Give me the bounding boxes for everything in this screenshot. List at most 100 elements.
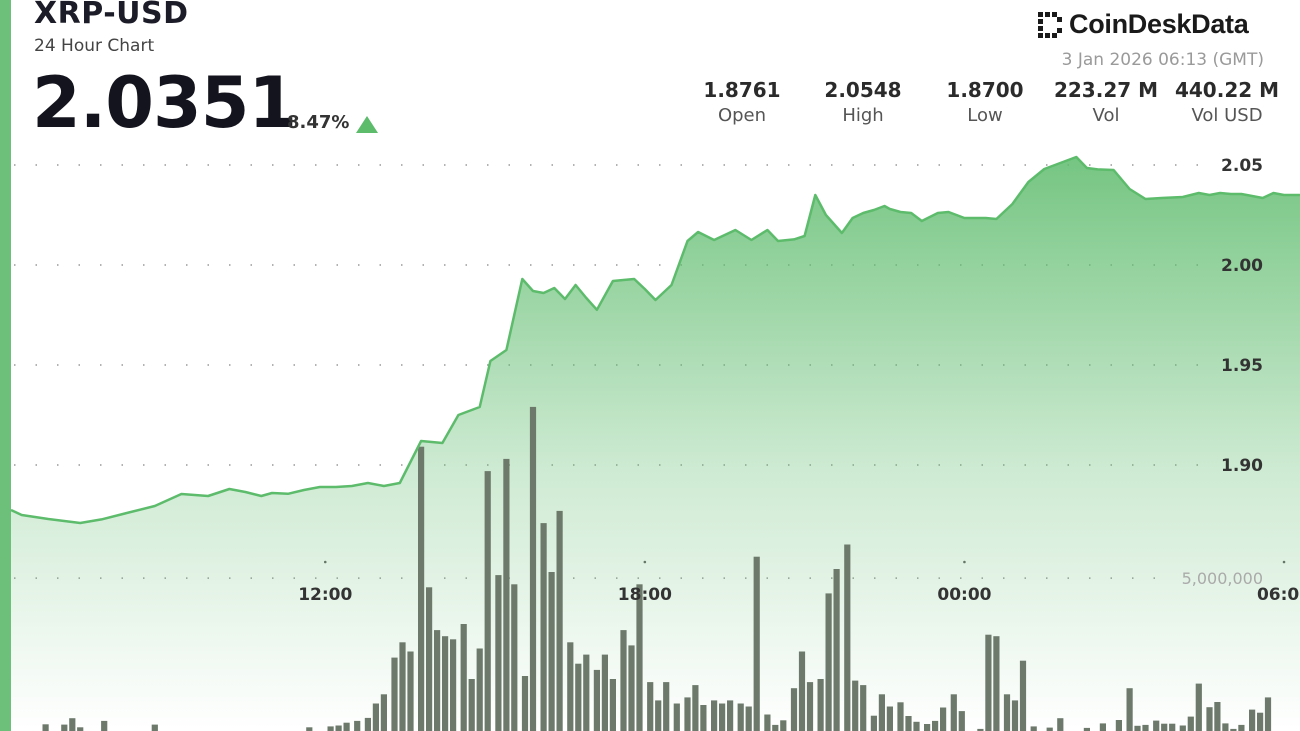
volume-bar: [1206, 707, 1213, 731]
volume-bar: [101, 720, 108, 731]
volume-bar: [476, 648, 483, 731]
volume-bar: [521, 676, 529, 731]
volume-bar: [711, 700, 718, 731]
volume-bar: [628, 645, 635, 731]
x-axis-labels: 12:00 18:00 00:00 06:00: [298, 585, 1300, 605]
volume-bar: [1126, 688, 1133, 731]
coindesk-logo: CoinDeskData: [1035, 6, 1249, 42]
volume-bar: [636, 584, 643, 731]
volume-bar: [495, 575, 502, 731]
volume-bars: [42, 406, 1272, 731]
accent-side-bar: [0, 0, 11, 731]
volume-bar: [1195, 683, 1202, 731]
volume-bar: [700, 705, 707, 731]
volume-bar: [1238, 724, 1245, 731]
volume-bar: [985, 634, 992, 731]
volume-bar: [655, 700, 662, 731]
volume-bar: [426, 587, 433, 731]
volume-bar: [306, 727, 313, 731]
stat-high: 2.0548 High: [803, 78, 923, 126]
volume-bar: [860, 685, 867, 731]
volume-bar: [852, 680, 859, 731]
volume-bar: [354, 720, 361, 731]
volume-bar: [727, 700, 734, 731]
volume-bar: [924, 724, 931, 731]
volume-bar: [833, 569, 840, 731]
timestamp: 3 Jan 2026 06:13 (GMT): [1061, 50, 1264, 70]
volume-bar: [391, 657, 398, 731]
volume-bar: [61, 724, 68, 731]
volume-bar: [548, 572, 555, 731]
y-tick-label: 1.95: [1221, 356, 1263, 376]
x-tick-label: 12:00: [298, 585, 352, 605]
volume-bar: [69, 718, 76, 731]
stat-low: 1.8700 Low: [925, 78, 1045, 126]
volume-bar: [1222, 723, 1229, 731]
volume-bar: [540, 523, 547, 731]
volume-bar: [407, 651, 414, 731]
volume-bar: [335, 725, 342, 731]
volume-bar: [780, 720, 787, 731]
price-area-fill: [11, 157, 1300, 731]
price-line: [10, 155, 1300, 525]
stat-open-label: Open: [717, 105, 767, 126]
volume-bar: [825, 593, 832, 731]
volume-bar: [1230, 728, 1237, 731]
current-price: 2.0351: [32, 62, 297, 144]
volume-bar: [897, 702, 904, 731]
volume-bar: [601, 654, 608, 731]
volume-bar: [450, 639, 457, 731]
volume-bar: [663, 682, 670, 731]
volume-tick-label: 5,000,000: [1182, 569, 1263, 588]
volume-bar: [772, 724, 779, 731]
volume-bar: [1057, 718, 1064, 731]
volume-bar: [932, 720, 939, 731]
y-tick-label: 2.05: [1221, 156, 1263, 176]
volume-bar: [503, 458, 510, 731]
volume-bar: [609, 679, 616, 731]
stat-low-label: Low: [967, 105, 1003, 126]
symbol-title: XRP-USD: [34, 0, 189, 31]
volume-bar: [1030, 726, 1037, 731]
y-tick-label: 1.90: [1221, 456, 1263, 476]
volume-bar: [745, 706, 752, 731]
stat-open: 1.8761 Open: [682, 78, 802, 126]
volume-bar: [327, 726, 334, 731]
volume-bar: [790, 688, 798, 731]
volume-bar: [1187, 716, 1194, 731]
volume-bar: [1134, 725, 1141, 731]
volume-bar: [1011, 700, 1019, 731]
volume-bar: [567, 642, 574, 731]
volume-bar: [442, 636, 449, 731]
volume-bar: [878, 694, 885, 731]
volume-bar: [583, 654, 590, 731]
stat-vol-usd: 440.22 M Vol USD: [1167, 78, 1287, 126]
volume-bar: [1169, 723, 1176, 731]
volume-bar: [806, 682, 814, 731]
volume-bar: [905, 716, 912, 731]
volume-bar: [1264, 697, 1272, 731]
x-tick-label: 06:00: [1257, 585, 1300, 605]
volume-bar: [1046, 727, 1053, 731]
volume-bar: [399, 642, 406, 731]
volume-bar: [684, 697, 691, 731]
volume-bar: [556, 510, 563, 731]
volume-bar: [817, 679, 824, 731]
volume-bar: [575, 663, 582, 731]
volume-bar: [1142, 724, 1149, 731]
x-tick-label: 18:00: [618, 585, 672, 605]
stat-high-value: 2.0548: [824, 78, 902, 102]
volume-bar: [886, 706, 893, 731]
volume-bar: [1083, 727, 1090, 731]
stat-vol-usd-label: Vol USD: [1191, 105, 1263, 126]
volume-bar: [529, 406, 537, 731]
volume-bar: [1099, 723, 1106, 731]
volume-bar: [1249, 709, 1256, 731]
volume-bar: [977, 728, 984, 731]
stat-vol-label: Vol: [1092, 105, 1120, 126]
volume-bar: [1161, 723, 1168, 731]
volume-bar: [364, 717, 371, 731]
volume-bar: [958, 711, 965, 731]
up-triangle-icon: [356, 116, 378, 133]
